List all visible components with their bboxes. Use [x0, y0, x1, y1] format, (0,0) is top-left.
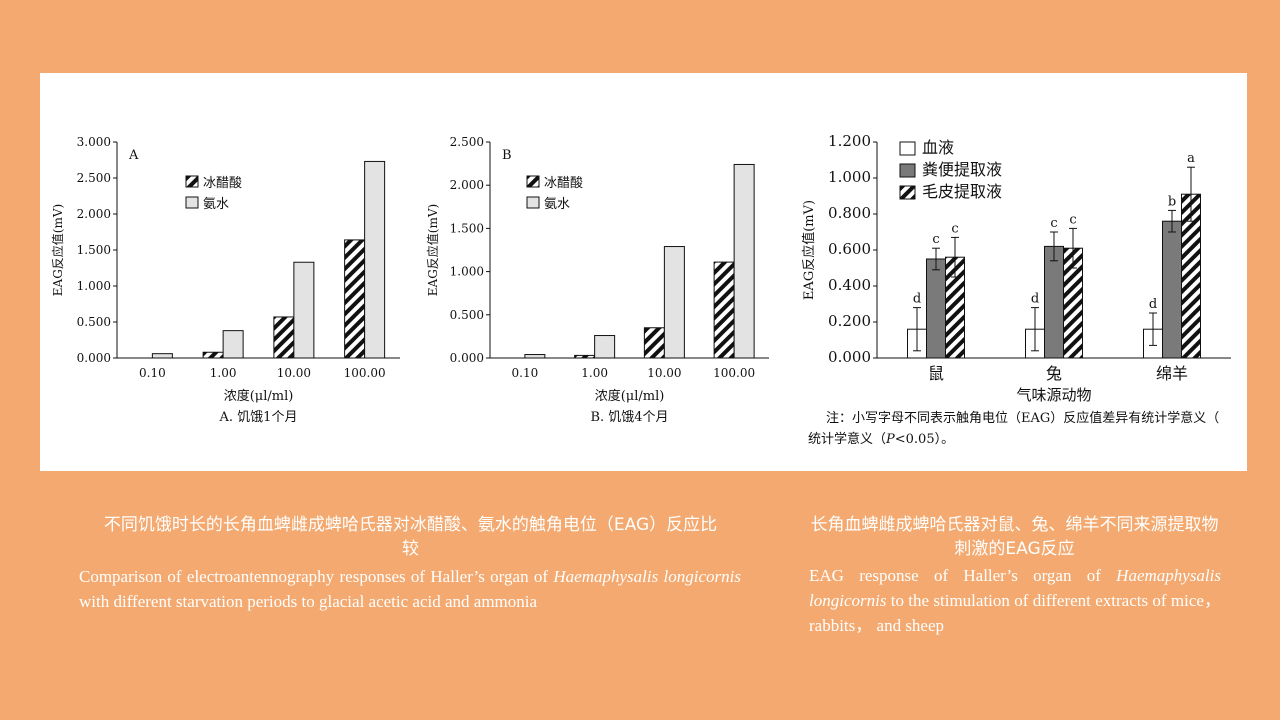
bar	[1162, 220, 1182, 359]
y-tick-label: 1.500	[77, 243, 111, 257]
y-tick-label: 2.500	[450, 135, 484, 149]
panel-letter: B	[502, 148, 512, 163]
right-caption-cn: 长角血蜱雌成蜱哈氏器对鼠、兔、绵羊不同来源提取物刺激的EAG反应	[810, 515, 1219, 559]
y-tick-label: 1.000	[77, 279, 111, 293]
y-tick-label: 0.400	[828, 276, 871, 294]
x-tick-label: 100.00	[344, 366, 386, 380]
right-caption-en: EAG response of Haller’s organ of Haemap…	[809, 566, 1221, 635]
x-axis-label: 浓度(μl/ml)	[595, 388, 665, 404]
bar	[364, 160, 386, 359]
bar	[926, 258, 946, 359]
x-tick-label: 100.00	[713, 366, 755, 380]
x-tick-label: 10.00	[277, 366, 311, 380]
chart-c: 0.000 0.200 0.400 0.600 0.800 1.000 1.200 EAG反应…	[801, 132, 1231, 404]
y-tick-label: 2.500	[77, 171, 111, 185]
legend-label: 粪便提取液	[922, 160, 1002, 179]
chart-a: 0.000 0.500 1.000 1.500 2.000 2.500 3.000 EAG反应…	[50, 135, 400, 425]
x-tick-label: 鼠	[928, 364, 944, 383]
y-tick-label: 0.000	[77, 351, 111, 365]
bar	[1044, 245, 1064, 359]
y-tick-label: 0.000	[828, 348, 871, 366]
y-tick-label: 0.200	[828, 312, 871, 330]
y-tick-label: 0.000	[450, 351, 484, 365]
y-axis-label: EAG反应值(mV)	[801, 200, 817, 300]
bar	[151, 353, 173, 359]
legend-label: 氨水	[544, 197, 570, 212]
legend-label: 冰醋酸	[544, 175, 583, 191]
significance-letter: d	[1031, 292, 1039, 307]
significance-letter: d	[1149, 297, 1157, 312]
legend-swatch	[185, 175, 199, 188]
y-tick-label: 1.000	[450, 265, 484, 279]
bar	[273, 316, 295, 359]
x-tick-label: 10.00	[647, 366, 681, 380]
figure-panel: 0.000 0.500 1.000 1.500 2.000 2.500 3.000 EAG反应…	[40, 73, 1247, 471]
significance-letter: c	[951, 221, 958, 236]
significance-letter: a	[1187, 151, 1195, 166]
x-tick-label: 绵羊	[1156, 364, 1188, 383]
bar	[293, 261, 315, 359]
legend-label: 血液	[922, 138, 954, 157]
panel-letter: A	[128, 148, 139, 163]
legend-swatch	[526, 196, 540, 209]
bar	[733, 163, 755, 359]
legend-label: 毛皮提取液	[922, 182, 1002, 201]
y-tick-label: 2.000	[77, 207, 111, 221]
x-axis-label: 气味源动物	[1016, 386, 1091, 404]
significance-letter: c	[1069, 212, 1076, 227]
legend-label: 氨水	[203, 197, 229, 212]
bar	[663, 246, 685, 359]
y-tick-label: 3.000	[77, 135, 111, 149]
legend-label: 冰醋酸	[203, 175, 242, 191]
legend-swatch	[526, 175, 540, 188]
figure-svg: 0.000 0.500 1.000 1.500 2.000 2.500 3.000 EAG反应…	[50, 132, 1231, 447]
significance-letter: b	[1168, 194, 1176, 209]
left-caption-en: Comparison of electroantennography respo…	[79, 567, 741, 611]
chart-caption: B. 饥饿4个月	[590, 410, 668, 425]
x-tick-label: 1.00	[210, 366, 237, 380]
significance-letter: c	[932, 232, 939, 247]
x-axis-label: 浓度(μl/ml)	[224, 388, 294, 404]
left-caption-cn: 不同饥饿时长的长角血蜱雌成蜱哈氏器对冰醋酸、氨水的触角电位（EAG）反应比较	[103, 515, 718, 559]
bar	[344, 239, 366, 359]
bar	[594, 335, 616, 359]
significance-letter: c	[1050, 216, 1057, 231]
chart-c-note-line2: 统计学意义（P<0.05）。	[808, 431, 954, 447]
y-tick-label: 1.500	[450, 221, 484, 235]
y-tick-label: 0.600	[828, 240, 871, 258]
y-tick-label: 0.500	[77, 315, 111, 329]
bar	[202, 351, 224, 359]
legend-swatch	[899, 141, 916, 156]
y-tick-label: 1.000	[828, 168, 871, 186]
legend-swatch	[185, 196, 199, 209]
x-tick-label: 0.10	[139, 366, 166, 380]
bar	[643, 327, 665, 359]
x-tick-label: 1.00	[581, 366, 608, 380]
chart-b: 0.000 0.500 1.000 1.500 2.000 2.500 EAG反应值(mV)…	[425, 135, 769, 425]
legend-swatch	[899, 185, 916, 200]
y-tick-label: 0.500	[450, 308, 484, 322]
bar	[524, 354, 546, 359]
bar	[222, 330, 244, 359]
significance-letter: d	[913, 292, 921, 307]
chart-c-note-line1: 注：小写字母不同表示触角电位（EAG）反应值差异有统计学意义（	[826, 410, 1219, 426]
y-tick-label: 0.800	[828, 204, 871, 222]
legend-swatch	[899, 163, 916, 178]
chart-caption: A. 饥饿1个月	[219, 410, 298, 425]
x-tick-label: 兔	[1046, 364, 1062, 383]
bar	[574, 354, 596, 359]
y-tick-label: 2.000	[450, 178, 484, 192]
y-axis-label: EAG反应值(mV)	[425, 204, 440, 296]
y-axis-label: EAG反应值(mV)	[50, 204, 65, 296]
y-tick-label: 1.200	[828, 132, 871, 150]
x-tick-label: 0.10	[512, 366, 539, 380]
bar	[713, 261, 735, 359]
